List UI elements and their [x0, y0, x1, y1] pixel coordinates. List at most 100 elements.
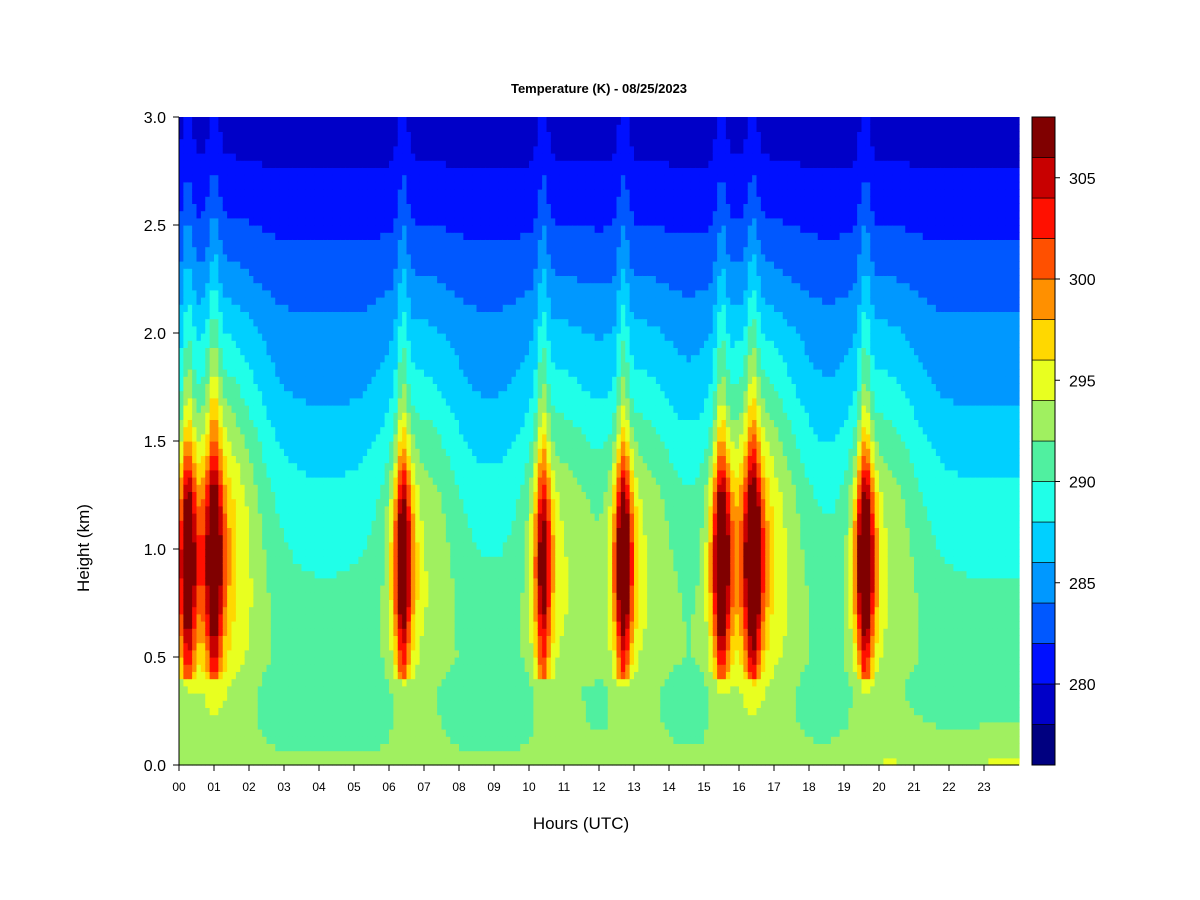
- heatmap-cell: [244, 498, 250, 507]
- heatmap-cell: [406, 167, 412, 176]
- heatmap-cell: [266, 484, 272, 492]
- heatmap-cell: [406, 361, 412, 370]
- heatmap-cell: [384, 282, 390, 291]
- heatmap-cell: [406, 527, 412, 536]
- heatmap-cell: [380, 613, 386, 622]
- heatmap-cell: [218, 261, 224, 269]
- heatmap-cell: [240, 354, 246, 363]
- heatmap-cell: [192, 397, 198, 406]
- heatmap-cell: [222, 325, 228, 334]
- heatmap-cell: [314, 671, 320, 680]
- heatmap-cell: [362, 297, 368, 305]
- heatmap-cell: [209, 131, 215, 140]
- heatmap-cell: [319, 613, 324, 622]
- heatmap-cell: [336, 455, 342, 464]
- heatmap-cell: [371, 354, 377, 363]
- heatmap-cell: [222, 678, 228, 687]
- heatmap-cell: [270, 268, 276, 276]
- heatmap-cell: [297, 289, 303, 298]
- heatmap-cell: [336, 570, 342, 579]
- heatmap-cell: [367, 145, 373, 154]
- heatmap-cell: [240, 757, 246, 766]
- heatmap-cell: [257, 671, 263, 680]
- heatmap-cell: [371, 707, 377, 716]
- heatmap-cell: [310, 664, 316, 672]
- heatmap-cell: [336, 203, 342, 212]
- heatmap-cell: [209, 628, 215, 636]
- heatmap-cell: [336, 448, 342, 456]
- heatmap-cell: [380, 649, 386, 658]
- heatmap-cell: [406, 289, 412, 298]
- heatmap-cell: [192, 585, 198, 593]
- heatmap-cell: [410, 145, 416, 154]
- heatmap-cell: [354, 484, 359, 492]
- heatmap-cell: [266, 282, 272, 291]
- heatmap-cell: [367, 297, 373, 305]
- heatmap-cell: [375, 253, 381, 262]
- heatmap-cell: [222, 491, 228, 500]
- heatmap-cell: [327, 556, 333, 564]
- heatmap-cell: [371, 657, 377, 665]
- heatmap-cell: [183, 664, 189, 672]
- heatmap-cell: [205, 585, 211, 593]
- heatmap-cell: [340, 369, 346, 377]
- heatmap-cell: [415, 700, 421, 708]
- heatmap-cell: [187, 203, 193, 212]
- heatmap-cell: [200, 419, 206, 428]
- heatmap-cell: [284, 757, 289, 766]
- heatmap-cell: [349, 210, 355, 219]
- heatmap-cell: [196, 556, 202, 564]
- heatmap-cell: [332, 361, 338, 370]
- heatmap-cell: [214, 469, 219, 478]
- heatmap-cell: [367, 592, 373, 600]
- heatmap-cell: [288, 347, 294, 356]
- heatmap-cell: [205, 405, 211, 413]
- heatmap-cell: [249, 297, 254, 305]
- heatmap-cell: [192, 707, 198, 716]
- heatmap-cell: [227, 513, 233, 521]
- heatmap-cell: [218, 196, 224, 204]
- heatmap-cell: [179, 196, 184, 204]
- heatmap-cell: [192, 253, 198, 262]
- heatmap-cell: [410, 282, 416, 291]
- heatmap-cell: [362, 477, 368, 485]
- heatmap-cell: [244, 707, 250, 716]
- heatmap-cell: [367, 534, 373, 543]
- heatmap-cell: [218, 246, 224, 255]
- heatmap-cell: [262, 441, 268, 449]
- heatmap-cell: [235, 520, 241, 528]
- heatmap-cell: [187, 174, 193, 183]
- heatmap-cell: [380, 138, 386, 147]
- heatmap-cell: [249, 585, 254, 593]
- heatmap-cell: [249, 678, 254, 687]
- heatmap-cell: [279, 570, 285, 579]
- heatmap-cell: [393, 743, 399, 752]
- heatmap-cell: [179, 621, 184, 629]
- heatmap-cell: [205, 419, 211, 428]
- heatmap-cell: [183, 390, 189, 399]
- heatmap-cell: [349, 275, 355, 284]
- heatmap-cell: [214, 138, 219, 147]
- heatmap-cell: [240, 707, 246, 716]
- heatmap-cell: [349, 405, 355, 413]
- heatmap-cell: [323, 606, 329, 615]
- heatmap-cell: [292, 743, 298, 752]
- heatmap-cell: [209, 361, 215, 370]
- heatmap-cell: [310, 196, 316, 204]
- heatmap-cell: [231, 361, 237, 370]
- heatmap-cell: [257, 635, 263, 644]
- heatmap-cell: [279, 196, 285, 204]
- heatmap-cell: [354, 117, 359, 125]
- heatmap-cell: [323, 376, 329, 384]
- heatmap-cell: [354, 167, 359, 176]
- heatmap-cell: [249, 757, 254, 766]
- heatmap-cell: [349, 145, 355, 154]
- heatmap-cell: [362, 405, 368, 413]
- heatmap-cell: [244, 383, 250, 392]
- heatmap-cell: [284, 685, 289, 694]
- heatmap-cell: [187, 621, 193, 629]
- heatmap-cell: [332, 635, 338, 644]
- heatmap-cell: [397, 700, 403, 708]
- heatmap-cell: [380, 225, 386, 233]
- heatmap-cell: [297, 592, 303, 600]
